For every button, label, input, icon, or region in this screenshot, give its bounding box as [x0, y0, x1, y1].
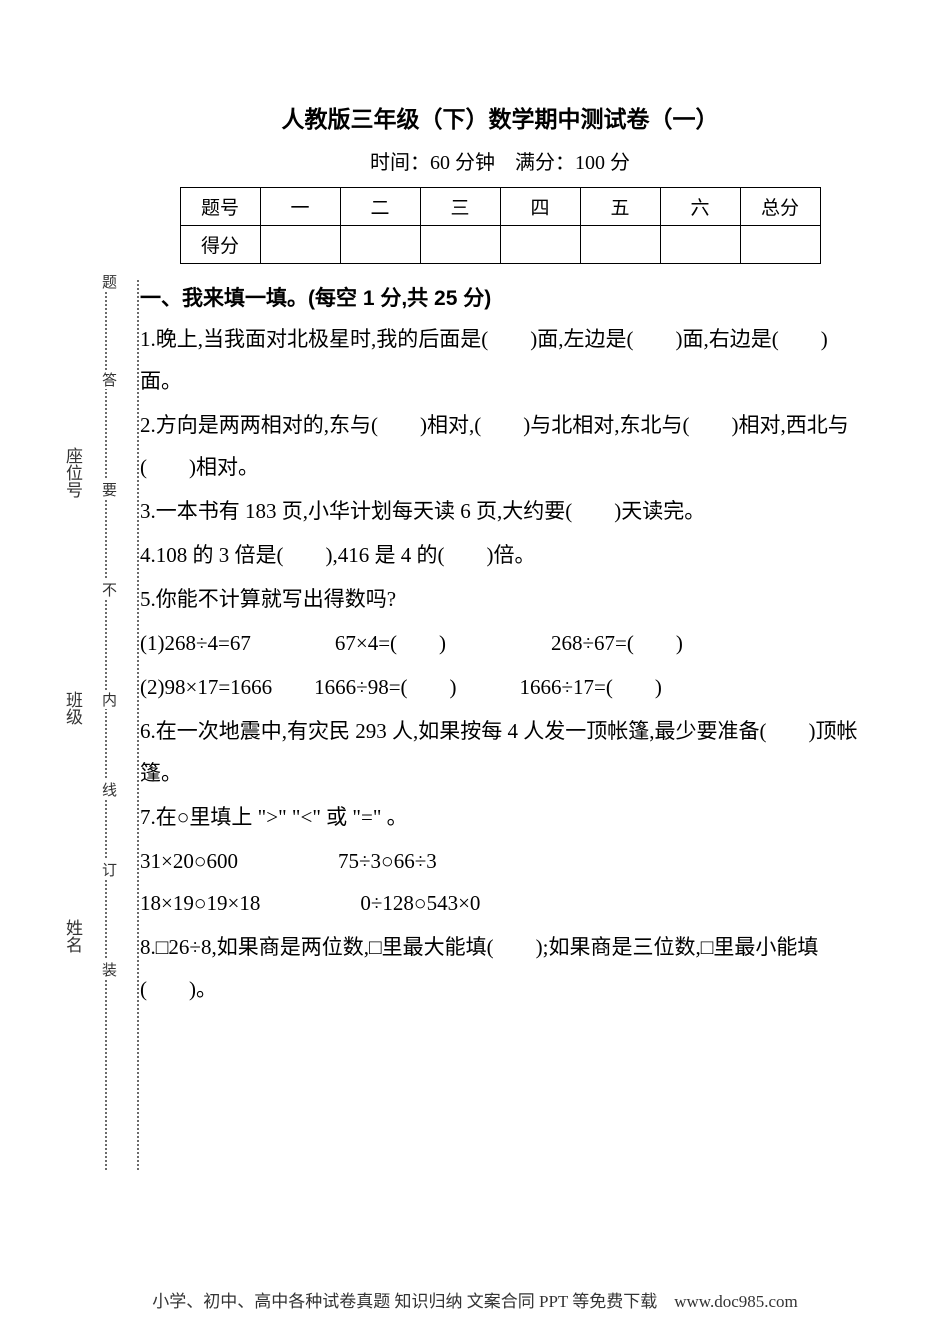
section-1-heading: 一、我来填一填。(每空 1 分,共 25 分) — [140, 282, 860, 312]
table-cell: 题号 — [180, 188, 260, 226]
table-cell: 三 — [420, 188, 500, 226]
page-content: 人教版三年级（下）数学期中测试卷（一） 时间：60 分钟 满分：100 分 题号… — [0, 0, 950, 1052]
table-cell — [340, 226, 420, 264]
q7a1: 31×20○600 — [140, 840, 238, 882]
table-cell: 总分 — [740, 188, 820, 226]
question-7-row2: 18×19○19×18 0÷128○543×0 — [140, 882, 860, 924]
score-table: 题号 一 二 三 四 五 六 总分 得分 — [180, 187, 821, 264]
table-cell — [420, 226, 500, 264]
question-7-row1: 31×20○600 75÷3○66÷3 — [140, 840, 860, 882]
table-cell — [260, 226, 340, 264]
question-7: 7.在○里填上 ">" "<" 或 "=" 。 — [140, 796, 860, 838]
exam-subtitle: 时间：60 分钟 满分：100 分 — [140, 146, 860, 175]
table-row: 得分 — [180, 226, 820, 264]
question-3: 3.一本书有 183 页,小华计划每天读 6 页,大约要( )天读完。 — [140, 490, 860, 532]
question-8: 8.□26÷8,如果商是两位数,□里最大能填( );如果商是三位数,□里最小能填… — [140, 926, 860, 1010]
question-1: 1.晚上,当我面对北极星时,我的后面是( )面,左边是( )面,右边是( )面。 — [140, 318, 860, 402]
q7b2: 0÷128○543×0 — [360, 882, 480, 924]
question-5: 5.你能不计算就写出得数吗? — [140, 578, 860, 620]
question-5a: (1)268÷4=67 67×4=( ) 268÷67=( ) — [140, 622, 860, 664]
table-cell: 五 — [580, 188, 660, 226]
page-footer: 小学、初中、高中各种试卷真题 知识归纳 文案合同 PPT 等免费下载 www.d… — [0, 1287, 950, 1312]
question-6: 6.在一次地震中,有灾民 293 人,如果按每 4 人发一顶帐篷,最少要准备( … — [140, 710, 860, 794]
table-cell: 得分 — [180, 226, 260, 264]
table-cell: 二 — [340, 188, 420, 226]
table-cell: 六 — [660, 188, 740, 226]
table-cell — [740, 226, 820, 264]
table-cell — [500, 226, 580, 264]
table-cell: 四 — [500, 188, 580, 226]
table-row: 题号 一 二 三 四 五 六 总分 — [180, 188, 820, 226]
table-cell — [660, 226, 740, 264]
question-2: 2.方向是两两相对的,东与( )相对,( )与北相对,东北与( )相对,西北与(… — [140, 404, 860, 488]
q7b1: 18×19○19×18 — [140, 882, 260, 924]
table-cell — [580, 226, 660, 264]
question-5b: (2)98×17=1666 1666÷98=( ) 1666÷17=( ) — [140, 666, 860, 708]
question-4: 4.108 的 3 倍是( ),416 是 4 的( )倍。 — [140, 534, 860, 576]
q7a2: 75÷3○66÷3 — [338, 840, 437, 882]
exam-title: 人教版三年级（下）数学期中测试卷（一） — [140, 100, 860, 134]
table-cell: 一 — [260, 188, 340, 226]
